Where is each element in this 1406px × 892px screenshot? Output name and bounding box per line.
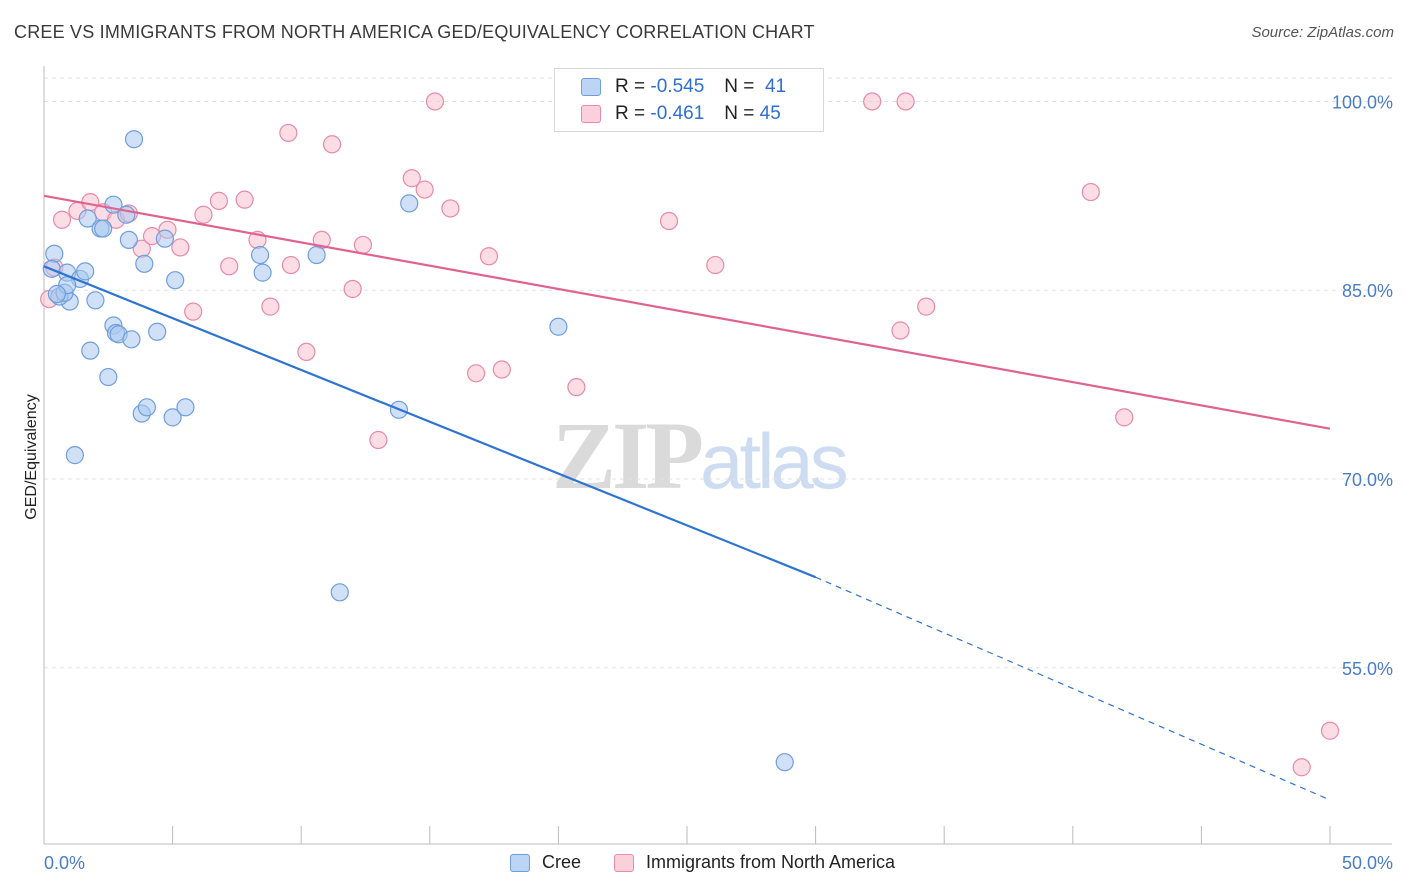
y-axis-label: GED/Equivalency xyxy=(23,394,40,519)
cree-point xyxy=(176,398,195,417)
legend-n-value: 45 xyxy=(759,103,781,124)
immigrants-point xyxy=(492,360,511,379)
cree-point xyxy=(99,367,118,387)
legend-r-value: -0.461 xyxy=(650,103,705,124)
watermark-atlas: atlas xyxy=(700,417,849,505)
cree-point xyxy=(148,322,167,341)
immigrants-point xyxy=(706,255,725,275)
cree-point xyxy=(163,408,182,427)
immigrants-point xyxy=(896,92,915,111)
cree-point xyxy=(47,284,66,304)
immigrants-point xyxy=(281,255,301,275)
immigrants-point xyxy=(1292,758,1311,777)
y-tick-label: 70.0% xyxy=(1342,470,1393,490)
immigrants-point xyxy=(184,302,203,321)
cree-trend-extension xyxy=(815,576,1331,801)
immigrants-point xyxy=(466,364,486,383)
immigrants-point xyxy=(659,211,679,231)
cree-point xyxy=(119,230,138,250)
immigrants-point xyxy=(479,247,499,266)
legend-swatch-cree xyxy=(510,853,530,872)
cree-point xyxy=(166,271,185,290)
cree-point xyxy=(250,245,270,265)
cree-point xyxy=(330,583,349,602)
cree-point xyxy=(307,245,326,265)
immigrants-point xyxy=(343,279,362,299)
y-tick-label: 55.0% xyxy=(1342,659,1393,679)
cree-point xyxy=(94,219,113,238)
y-tick-label: 85.0% xyxy=(1342,281,1393,301)
immigrants-point xyxy=(402,169,421,188)
immigrants-point xyxy=(297,342,316,362)
legend-r-label: R = xyxy=(615,76,646,97)
legend-swatch-cree xyxy=(581,78,601,96)
immigrants-point xyxy=(863,92,882,111)
cree-point xyxy=(76,262,95,281)
immigrants-point xyxy=(171,238,190,257)
immigrants-point xyxy=(353,235,373,255)
cree-point xyxy=(45,244,64,263)
cree-point xyxy=(155,229,174,248)
immigrants-point xyxy=(441,199,460,218)
legend-row-immigrants: R = -0.461 N = 45 xyxy=(555,101,781,127)
immigrants-point xyxy=(415,180,434,199)
legend-row-cree: R = -0.545 N = 41 xyxy=(555,74,786,100)
y-tick-label: 100.0% xyxy=(1332,92,1393,112)
chart-title: CREE VS IMMIGRANTS FROM NORTH AMERICA GE… xyxy=(14,22,815,42)
cree-point xyxy=(124,130,144,149)
x-tick-label: 50.0% xyxy=(1342,853,1393,873)
immigrants-point xyxy=(567,378,586,397)
immigrants-point xyxy=(369,430,388,450)
legend-swatch-immigrants xyxy=(614,853,634,872)
legend-item-immigrants: Immigrants from North America xyxy=(614,852,895,873)
cree-trend-line xyxy=(43,265,817,579)
cree-point xyxy=(78,209,97,228)
cree-point xyxy=(122,330,141,349)
legend-r-label: R = xyxy=(615,103,646,124)
immigrants-point xyxy=(279,123,298,143)
immigrants-point xyxy=(1081,182,1100,202)
immigrants-point xyxy=(235,190,254,209)
cree-point xyxy=(81,341,100,360)
immigrants-point xyxy=(322,135,342,154)
legend-item-cree: Cree xyxy=(510,852,581,873)
cree-point xyxy=(253,263,272,282)
legend-n-label: N = xyxy=(724,103,755,124)
immigrants-point xyxy=(261,297,280,316)
immigrants-trend-line xyxy=(43,194,1331,430)
immigrants-point xyxy=(425,92,445,111)
immigrants-point xyxy=(917,297,936,316)
cree-point xyxy=(775,753,794,772)
cree-point xyxy=(137,398,156,417)
x-tick-label: 0.0% xyxy=(44,853,85,873)
legend-label-cree: Cree xyxy=(542,852,582,872)
cree-point xyxy=(549,317,568,336)
legend-swatch-immigrants xyxy=(581,105,601,123)
watermark: ZIPatlas xyxy=(552,400,849,511)
cree-point xyxy=(135,254,154,273)
series-legend: Cree Immigrants from North America xyxy=(0,852,1406,878)
immigrants-point xyxy=(220,257,239,276)
source-label: Source: ZipAtlas.com xyxy=(1251,24,1394,41)
cree-point xyxy=(400,194,419,213)
immigrants-point xyxy=(209,191,228,210)
immigrants-point xyxy=(52,210,72,229)
immigrants-point xyxy=(194,205,213,224)
watermark-zip: ZIP xyxy=(552,402,704,509)
legend-n-label: N = xyxy=(724,76,755,97)
cree-point xyxy=(86,291,105,310)
legend-r-value: -0.545 xyxy=(650,76,705,97)
stats-legend: R = -0.545 N = 41 R = -0.461 N = 45 xyxy=(554,68,824,132)
cree-point xyxy=(65,446,84,465)
legend-label-immigrants: Immigrants from North America xyxy=(646,852,896,872)
immigrants-point xyxy=(891,321,910,340)
legend-n-value: 41 xyxy=(764,76,787,97)
immigrants-point xyxy=(1320,721,1340,740)
immigrants-point xyxy=(1115,408,1134,427)
